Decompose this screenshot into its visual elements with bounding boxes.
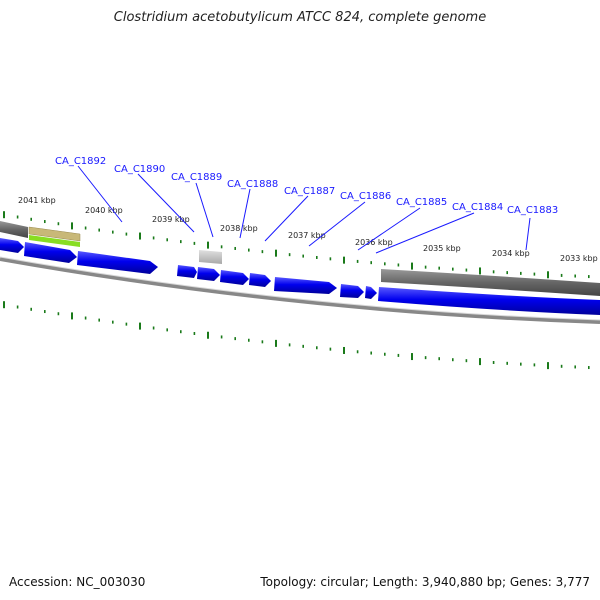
scale-label-2038: 2038 kbp	[220, 224, 258, 233]
cds-arrow[interactable]	[365, 286, 377, 299]
gene-feature-gray-right[interactable]	[381, 269, 600, 296]
scale-label-2039: 2039 kbp	[152, 215, 190, 224]
leader-line	[308, 201, 366, 247]
cds-arrow[interactable]	[0, 238, 24, 253]
map-title: Clostridium acetobutylicum ATCC 824, com…	[113, 10, 487, 25]
genome-backbone-highlight	[0, 256, 600, 321]
cds-arrow[interactable]	[274, 277, 337, 294]
upper-scale-ticks	[3, 211, 590, 279]
scale-label-2033: 2033 kbp	[560, 254, 598, 263]
gene-label-ca-c1887[interactable]: CA_C1887	[284, 186, 335, 197]
gene-label-ca-c1892[interactable]: CA_C1892	[55, 156, 106, 167]
leader-line	[195, 182, 214, 238]
scale-label-2040: 2040 kbp	[85, 206, 123, 215]
leader-line	[357, 207, 421, 251]
genome-summary-text: Topology: circular; Length: 3,940,880 bp…	[260, 575, 590, 589]
gene-feature-lightgray[interactable]	[199, 250, 222, 264]
scale-label-2037: 2037 kbp	[288, 231, 326, 240]
cds-arrow[interactable]	[77, 251, 158, 274]
cds-track	[0, 238, 600, 315]
accession-text: Accession: NC_003030	[9, 575, 146, 589]
gene-label-ca-c1888[interactable]: CA_C1888	[227, 179, 278, 190]
gene-label-ca-c1886[interactable]: CA_C1886	[340, 191, 391, 202]
gene-label-ca-c1890[interactable]: CA_C1890	[114, 164, 165, 175]
gene-label-ca-c1884[interactable]: CA_C1884	[452, 202, 503, 213]
cds-arrow[interactable]	[378, 287, 600, 315]
scale-label-2035: 2035 kbp	[423, 244, 461, 253]
gene-feature-tan[interactable]	[28, 226, 81, 242]
leader-line	[239, 188, 251, 239]
gene-feature-gray-left[interactable]	[0, 221, 28, 238]
cds-arrow[interactable]	[340, 284, 364, 298]
cds-arrow[interactable]	[197, 267, 220, 281]
leader-line	[264, 195, 309, 242]
scale-label-2036: 2036 kbp	[355, 238, 393, 247]
leader-line	[525, 217, 531, 251]
genome-backbone	[0, 257, 600, 324]
gene-label-leaders	[77, 165, 531, 254]
cds-arrow[interactable]	[220, 270, 249, 285]
cds-arrow[interactable]	[24, 242, 77, 263]
gene-feature-green[interactable]	[29, 235, 80, 247]
leader-line	[77, 165, 123, 223]
scale-label-2034: 2034 kbp	[492, 249, 530, 258]
gene-label-ca-c1885[interactable]: CA_C1885	[396, 197, 447, 208]
gene-label-ca-c1883[interactable]: CA_C1883	[507, 205, 558, 216]
scale-label-2041: 2041 kbp	[18, 196, 56, 205]
gene-label-ca-c1889[interactable]: CA_C1889	[171, 172, 222, 183]
leader-line	[137, 173, 195, 233]
cds-arrow[interactable]	[249, 273, 271, 287]
cds-arrow[interactable]	[177, 265, 197, 278]
leader-line	[375, 212, 475, 254]
lower-scale-ticks	[3, 301, 590, 370]
